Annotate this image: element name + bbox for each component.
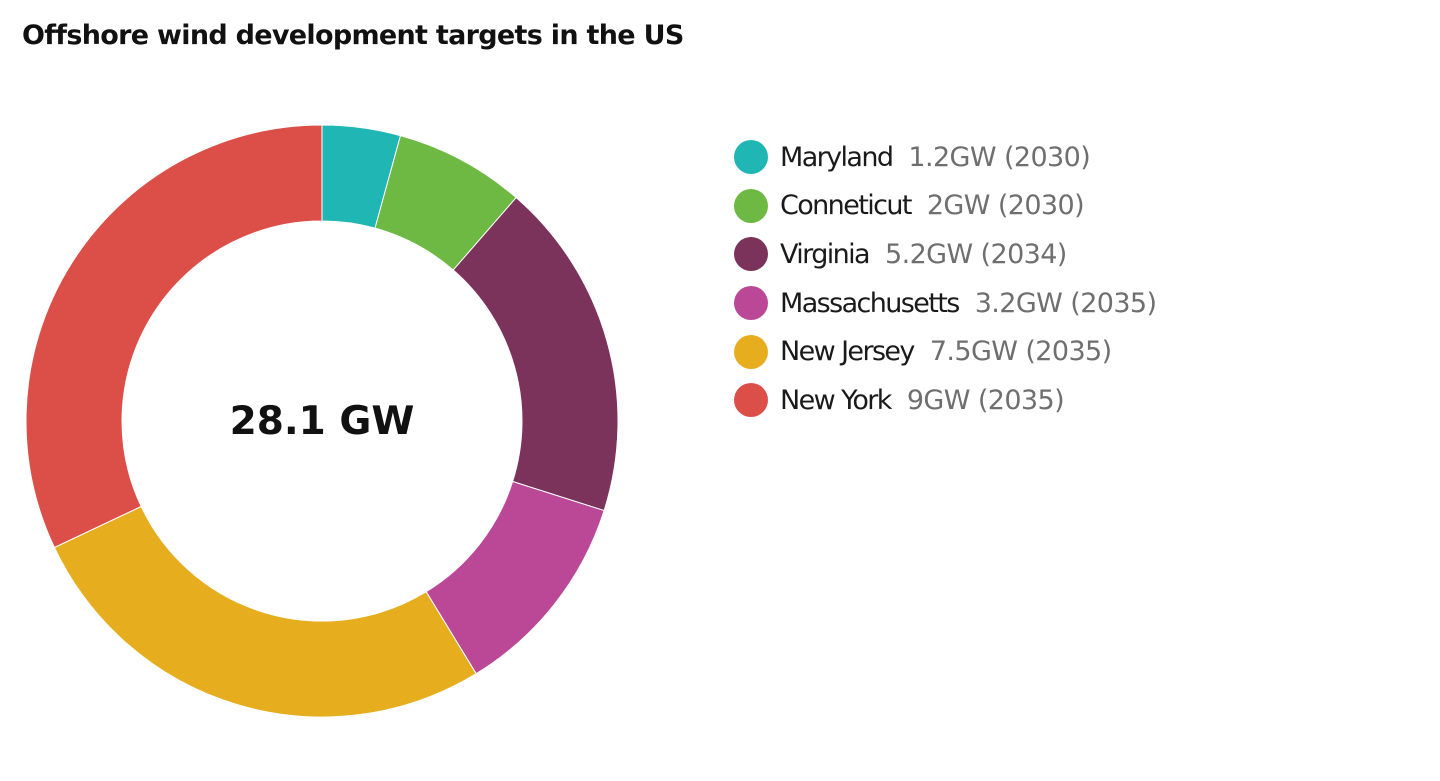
legend-label: Massachusetts <box>780 287 960 319</box>
legend-item-conneticut[interactable]: Conneticut 2GW (2030) <box>734 182 1156 231</box>
donut-chart: 28.1 GW <box>25 124 619 718</box>
legend-item-virginia[interactable]: Virginia 5.2GW (2034) <box>734 230 1156 279</box>
legend-swatch-conneticut <box>734 188 768 223</box>
donut-slice-new-york[interactable] <box>25 124 323 549</box>
legend-swatch-new-jersey <box>734 334 768 369</box>
legend-label: New Jersey <box>780 336 915 368</box>
legend-label: Virginia <box>780 238 871 270</box>
legend-swatch-new-york <box>734 383 768 418</box>
legend-value: 3.2GW (2035) <box>974 287 1157 319</box>
legend-value: 2GW (2030) <box>926 190 1085 222</box>
legend-label: Maryland <box>780 141 894 173</box>
legend-item-maryland[interactable]: Maryland 1.2GW (2030) <box>734 133 1156 182</box>
legend-item-new-york[interactable]: New York 9GW (2035) <box>734 376 1156 425</box>
legend-swatch-virginia <box>734 237 768 272</box>
legend-value: 7.5GW (2035) <box>929 336 1112 368</box>
donut-slice-virginia[interactable] <box>452 196 619 512</box>
legend-value: 1.2GW (2030) <box>908 141 1091 173</box>
legend: Maryland 1.2GW (2030) Conneticut 2GW (2030)… <box>734 133 1157 425</box>
center-total-label: 28.1 GW <box>230 399 415 444</box>
legend-swatch-maryland <box>734 140 768 175</box>
legend-label: New York <box>780 384 892 416</box>
legend-item-massachusetts[interactable]: Massachusetts 3.2GW (2035) <box>734 279 1157 328</box>
legend-value: 9GW (2035) <box>906 384 1065 416</box>
legend-value: 5.2GW (2034) <box>885 238 1067 270</box>
legend-item-new-jersey[interactable]: New Jersey 7.5GW (2035) <box>734 327 1156 376</box>
chart-title: Offshore wind development targets in the… <box>22 20 684 51</box>
donut-slices <box>25 124 619 718</box>
donut-slice-new-jersey[interactable] <box>53 505 477 718</box>
legend-swatch-massachusetts <box>734 286 768 321</box>
legend-label: Conneticut <box>780 190 912 222</box>
